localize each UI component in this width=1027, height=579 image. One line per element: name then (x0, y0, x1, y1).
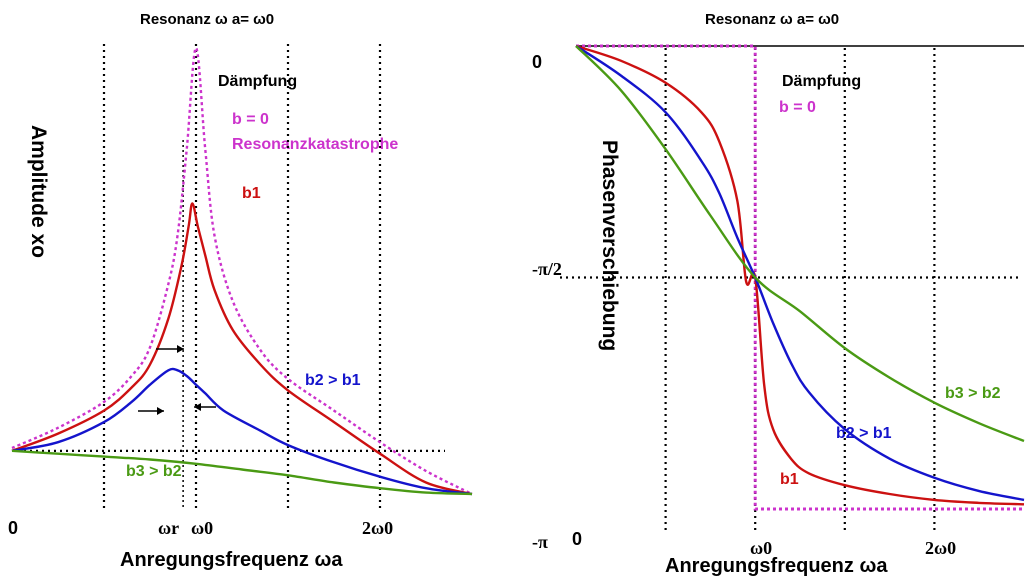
right-ylabel: Phasenverschiebung (598, 140, 621, 351)
left-annot-b3: b3 > b2 (126, 463, 182, 480)
left-series-line-1 (11, 202, 473, 496)
left-annot-daempfung: Dämpfung (218, 73, 297, 90)
right-title: Resonanz ω a= ω0 (705, 11, 839, 28)
left-arrow-top-head (177, 345, 184, 353)
right-xtick-2w0: 2ω0 (925, 538, 956, 558)
right-annot-b2: b2 > b1 (836, 425, 892, 442)
left-xtick-2w0: 2ω0 (362, 518, 393, 538)
left-ylabel: Amplitude xo (27, 125, 50, 258)
left-xtick-0: 0 (8, 518, 18, 538)
right-annot-b3: b3 > b2 (945, 385, 1001, 402)
right-annot-b1: b1 (780, 471, 799, 488)
right-xtick-w0: ω0 (750, 538, 772, 558)
left-series-line-3 (11, 449, 473, 496)
right-annot-b0: b = 0 (779, 99, 816, 116)
right-ytick-0: 0 (532, 52, 542, 72)
right-series-line-1 (575, 44, 1025, 506)
right-series-line-2 (575, 44, 1025, 502)
left-series-line-0 (11, 46, 473, 496)
right-ytick-pi: -π (532, 532, 548, 552)
left-title: Resonanz ω a= ω0 (140, 11, 274, 28)
right-xtick-0: 0 (572, 529, 582, 549)
right-ytick-pi2: -π/2 (532, 259, 562, 279)
left-xlabel: Anregungsfrequenz ωa (120, 549, 343, 571)
left-annot-katastrophe: Resonanzkatastrophe (232, 136, 398, 153)
left-arrow-left-head (157, 407, 164, 415)
right-annot-daempfung: Dämpfung (782, 73, 861, 90)
left-arrow-right-head (194, 403, 201, 411)
right-xlabel: Anregungsfrequenz ωa (665, 555, 888, 577)
right-series-line-3 (575, 45, 1025, 443)
left-series-line-2 (11, 367, 473, 496)
left-xtick-wr: ωr (158, 518, 179, 538)
left-annot-b1: b1 (242, 185, 261, 202)
left-annot-b0: b = 0 (232, 111, 269, 128)
left-xtick-w0: ω0 (191, 518, 213, 538)
left-annot-b2: b2 > b1 (305, 372, 361, 389)
